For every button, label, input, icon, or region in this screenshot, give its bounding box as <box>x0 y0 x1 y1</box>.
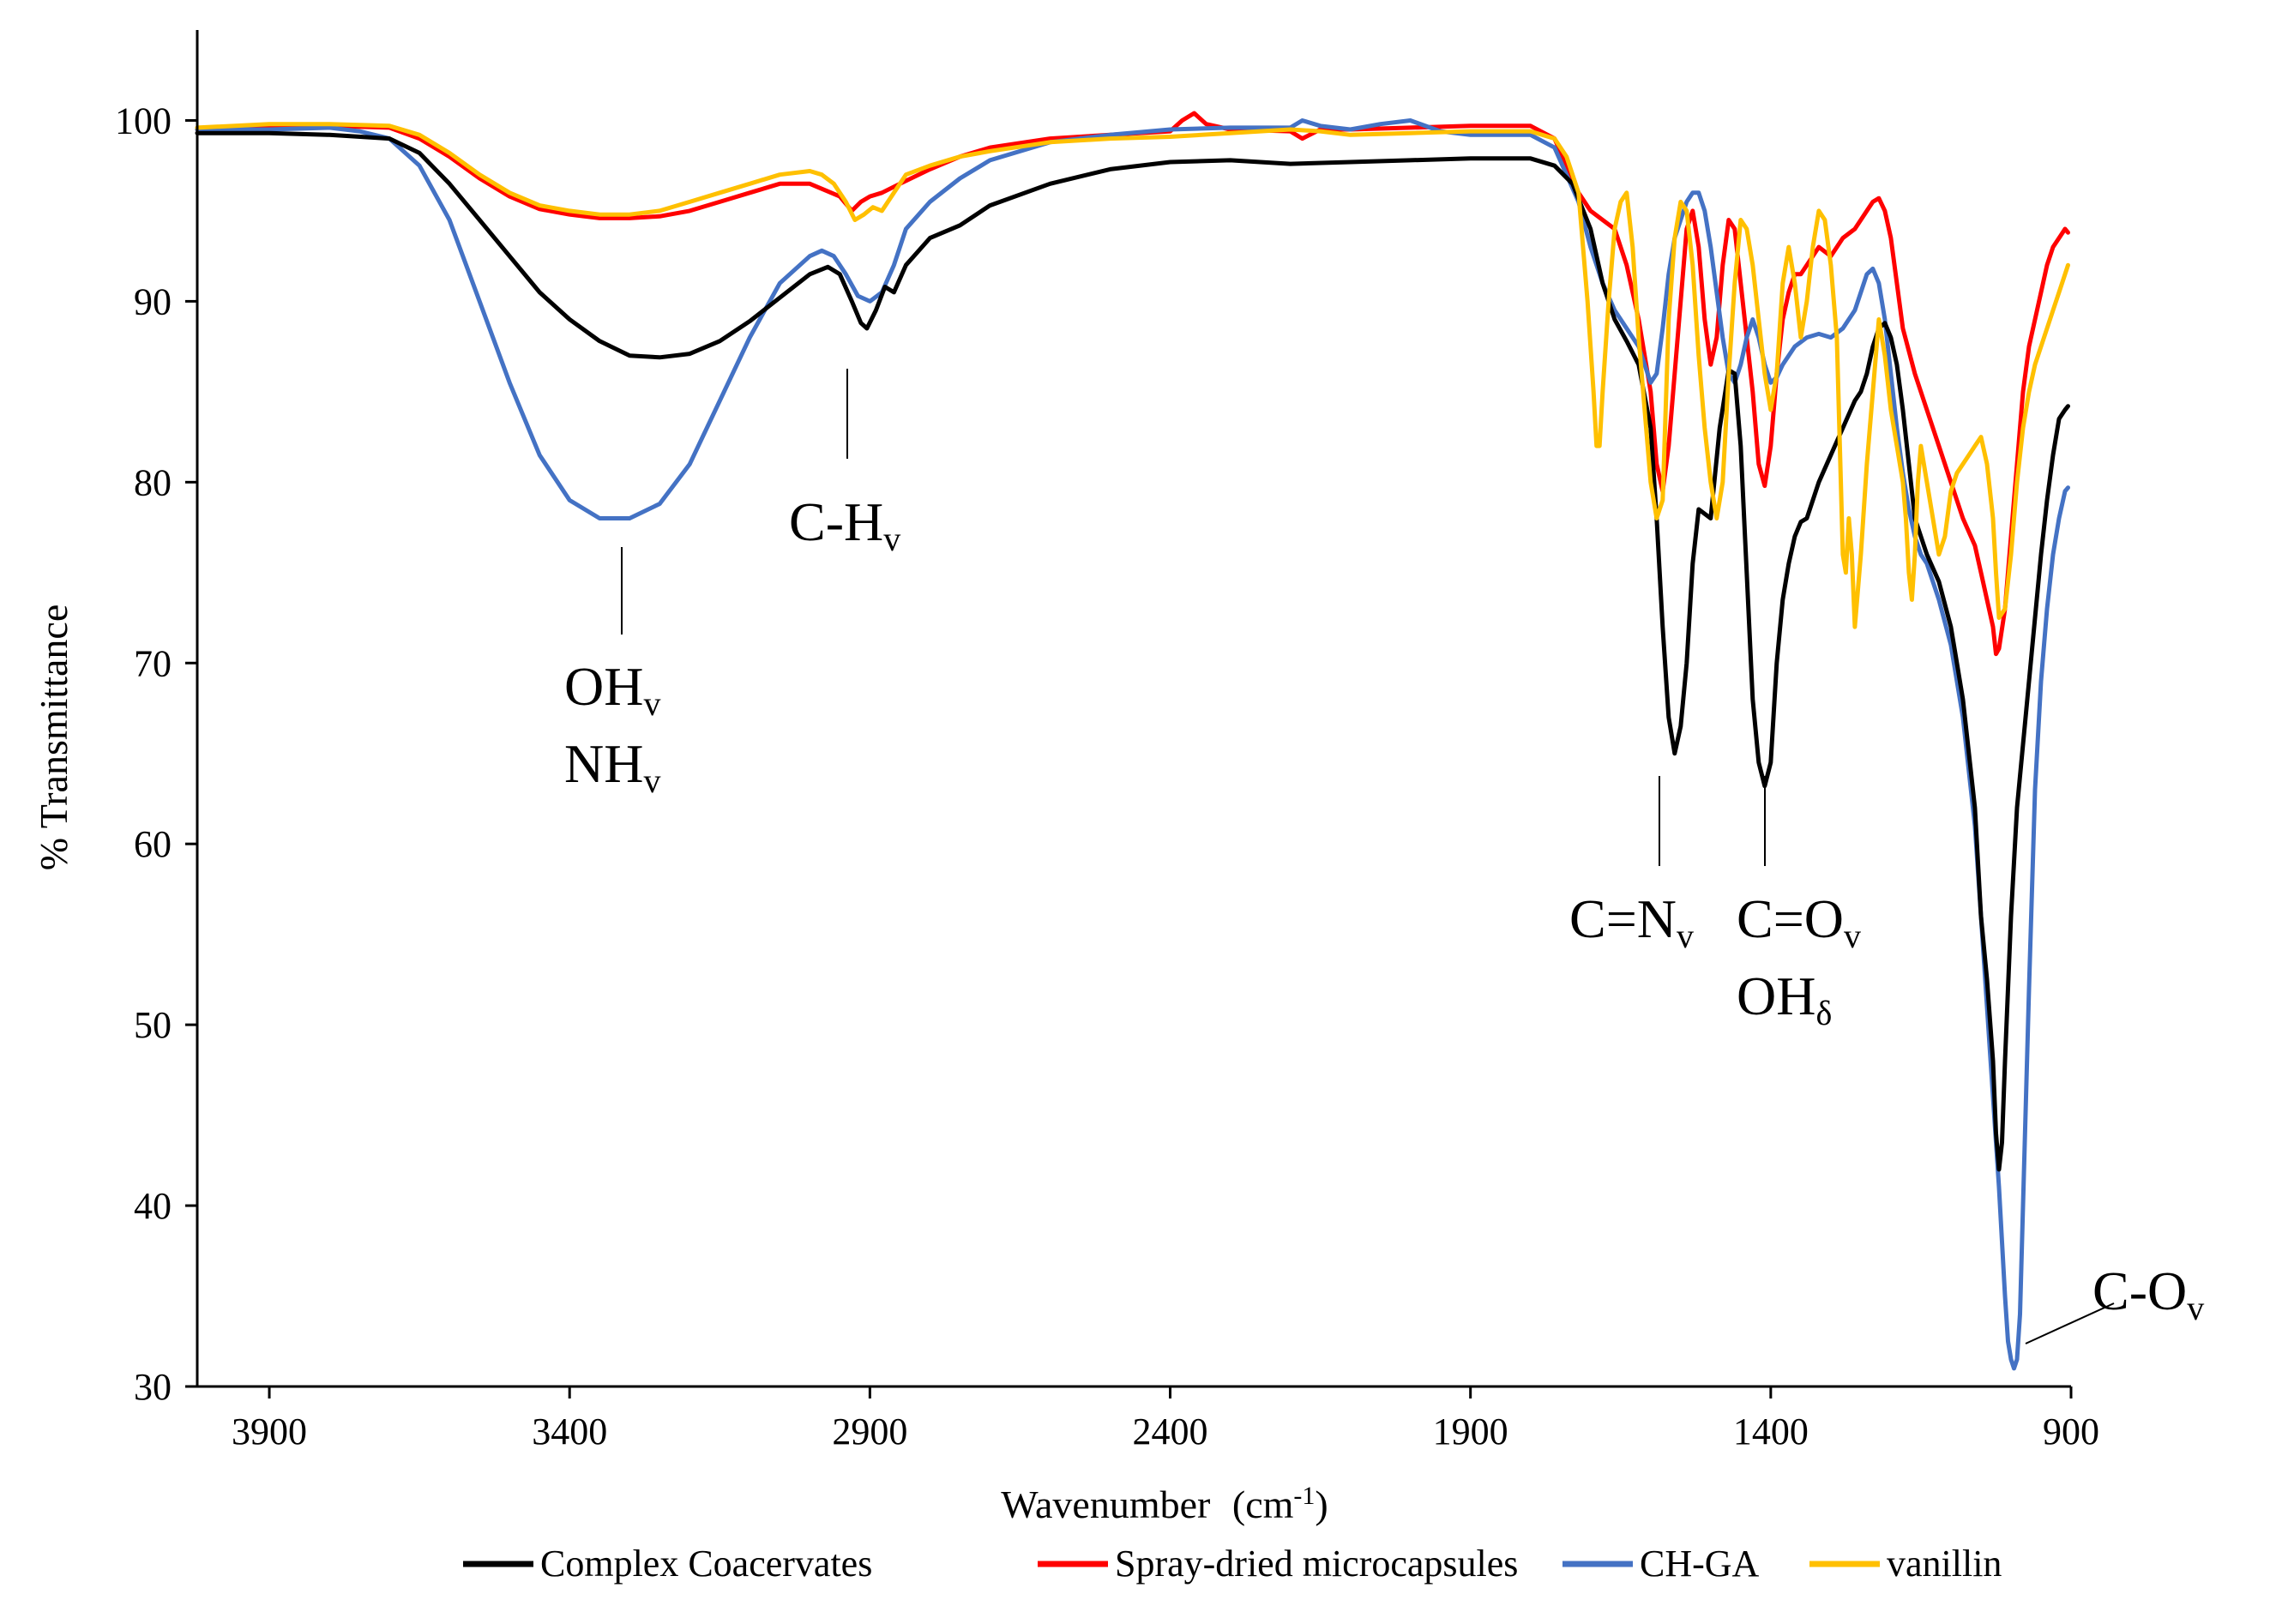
y-tick-label-50: 50 <box>134 1004 172 1046</box>
annotation-oh-sub: v <box>643 684 660 723</box>
axes <box>196 30 2071 1388</box>
x-axis-title-text: Wavenumber <box>1001 1483 1210 1526</box>
x-axis-title-unit: (cm <box>1232 1483 1294 1526</box>
annotation-c-o: C-Ov <box>2092 1260 2204 1327</box>
annotation-ohd-base: OH <box>1737 965 1815 1026</box>
annotation-cn-sub: v <box>1677 917 1694 955</box>
annotation-cn: C=Nv <box>1569 888 1694 955</box>
annotation-co-sub: v <box>1844 917 1861 955</box>
annotation-c-o-sub: v <box>2187 1289 2204 1327</box>
annotation-ch: C-Hv <box>789 491 900 558</box>
annotation-nh-sub: v <box>643 761 660 800</box>
y-tick-label-30: 30 <box>134 1366 172 1408</box>
x-tick-label-1900: 1900 <box>1433 1410 1508 1453</box>
y-tick-label-40: 40 <box>134 1185 172 1227</box>
x-axis-title-unit-close: ) <box>1315 1483 1328 1526</box>
x-tick-label-2400: 2400 <box>1133 1410 1208 1453</box>
x-tick-label-900: 900 <box>2043 1410 2099 1453</box>
legend-label-spray-dried-microcapsules: Spray-dried microcapsules <box>1115 1543 1518 1585</box>
y-tick-label-80: 80 <box>134 461 172 503</box>
x-axis-title-unit-sup: -1 <box>1293 1482 1315 1510</box>
x-tick-label-3900: 3900 <box>232 1410 307 1453</box>
annotation-cn-base: C=N <box>1569 888 1677 949</box>
legend-label-vanillin: vanillin <box>1887 1543 2002 1585</box>
series-vanillin <box>195 122 2070 629</box>
legend-label-ch-ga: CH-GA <box>1640 1543 1760 1585</box>
annotation-nh-base: NH <box>564 733 643 794</box>
annotation-ch-sub: v <box>883 520 900 558</box>
y-tick-label-70: 70 <box>134 642 172 684</box>
leader-c-o <box>2025 1302 2115 1344</box>
series-complex-coacervates <box>195 130 2070 1172</box>
y-tick-label-90: 90 <box>134 280 172 322</box>
x-tick-label-2900: 2900 <box>832 1410 907 1453</box>
y-axis-title: % Transmittance <box>32 604 75 870</box>
annotation-ohd-sub: δ <box>1815 994 1832 1032</box>
series-layer <box>195 111 2070 1371</box>
annotations: C-Hv OHv NHv C=Nv C=Ov OHδ C-Ov <box>564 369 2204 1344</box>
y-tick-label-100: 100 <box>115 99 172 141</box>
x-axis-title: Wavenumber (cm-1) <box>1001 1482 1328 1526</box>
annotation-nh: NHv <box>564 733 660 800</box>
x-tick-label-3400: 3400 <box>532 1410 607 1453</box>
legend: Complex Coacervates Spray-dried microcaps… <box>463 1543 2002 1585</box>
annotation-c-o-base: C-O <box>2092 1260 2187 1321</box>
annotation-ohd: OHδ <box>1737 965 1832 1032</box>
annotation-oh: OHv <box>564 656 660 723</box>
x-tick-label-1400: 1400 <box>1733 1410 1809 1453</box>
legend-label-complex-coacervates: Complex Coacervates <box>540 1543 872 1585</box>
ticks: 30 40 50 60 70 80 90 100 3900 3400 2900 2400 1900 140… <box>115 99 2099 1453</box>
y-tick-label-60: 60 <box>134 823 172 865</box>
annotation-co: C=Ov <box>1737 888 1861 955</box>
annotation-ch-base: C-H <box>789 491 883 552</box>
annotation-oh-base: OH <box>564 656 643 717</box>
annotation-co-base: C=O <box>1737 888 1844 949</box>
